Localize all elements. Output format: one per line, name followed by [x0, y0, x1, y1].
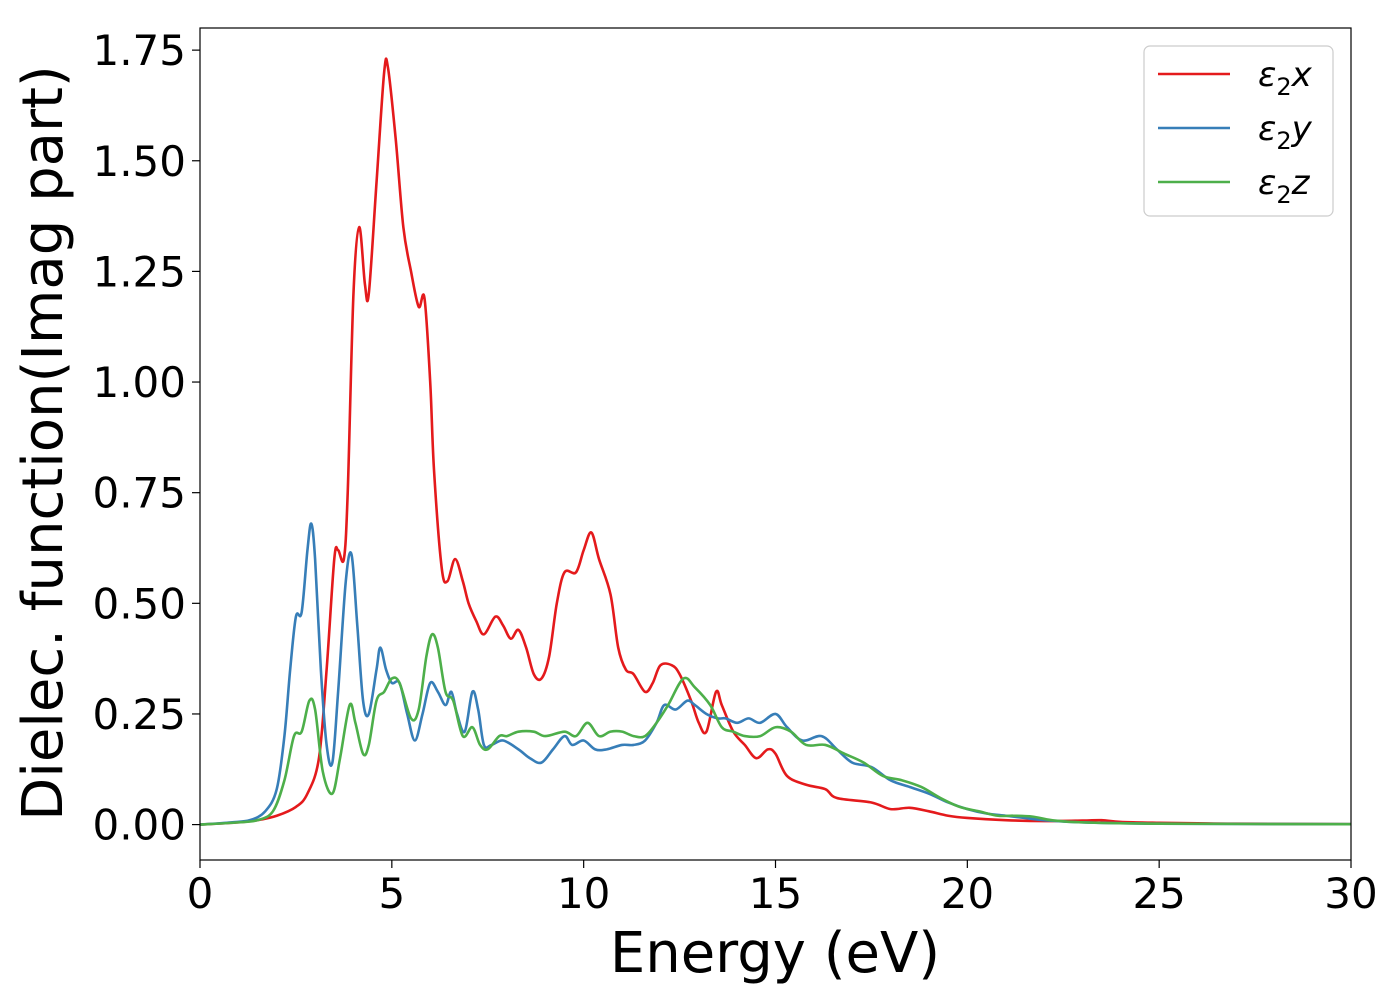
x-tick-label: 20	[941, 869, 994, 918]
x-tick-label: 10	[557, 869, 610, 918]
y-tick-label: 0.25	[92, 690, 186, 739]
y-tick-label: 1.75	[92, 26, 186, 75]
legend-label-x: ε2x	[1258, 55, 1313, 101]
series-line-z	[199, 632, 1352, 826]
x-tick-label: 25	[1132, 869, 1185, 918]
x-tick-label: 5	[378, 869, 405, 918]
y-tick-label: 1.50	[92, 137, 186, 186]
ticks-layer: 0 5 10 15 20 25 30 0.00 0.25 0.50 0.75 1.00 1.25 1.50…	[92, 26, 1377, 918]
y-tick-label: 0.75	[92, 469, 186, 518]
series-layer	[199, 57, 1352, 826]
y-tick-label: 0.50	[92, 579, 186, 628]
x-tick-label: 15	[749, 869, 802, 918]
x-axis-label: Energy (eV)	[610, 921, 940, 986]
x-tick-label: 0	[187, 869, 214, 918]
legend: ε2x ε2y ε2z	[1143, 45, 1334, 217]
x-tick-label: 30	[1324, 869, 1377, 918]
legend-box	[1143, 45, 1334, 217]
series-line-x	[199, 57, 1352, 826]
series-line-y	[199, 522, 1352, 826]
y-tick-label: 1.25	[92, 247, 186, 296]
legend-label-z: ε2z	[1258, 163, 1311, 209]
y-axis-label: Dielec. function(Imag part)	[11, 65, 76, 821]
legend-label-y: ε2y	[1258, 109, 1313, 155]
y-tick-label: 1.00	[92, 358, 186, 407]
y-tick-label: 0.00	[92, 801, 186, 850]
